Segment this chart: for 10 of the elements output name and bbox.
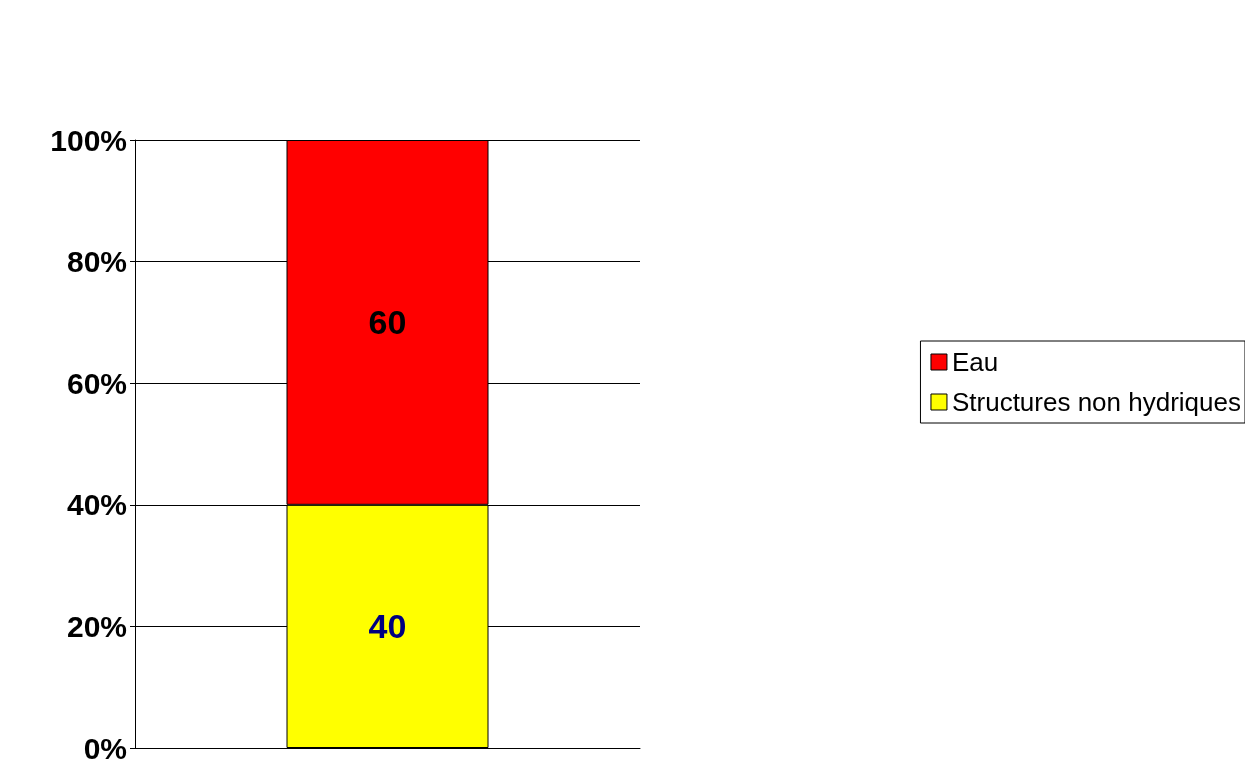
data-label: 60 — [368, 303, 407, 342]
y-tick-label: 60% — [66, 366, 127, 400]
legend-label: Structures non hydriques — [951, 387, 1241, 417]
y-tick-label: 40% — [66, 488, 127, 522]
data-label: 40 — [368, 607, 407, 646]
y-tick-label: 0% — [83, 731, 127, 764]
legend-label: Eau — [951, 347, 999, 377]
y-tick-label: 20% — [66, 609, 127, 643]
y-tick-label: 100% — [50, 123, 127, 157]
y-tick-label: 80% — [66, 245, 127, 279]
